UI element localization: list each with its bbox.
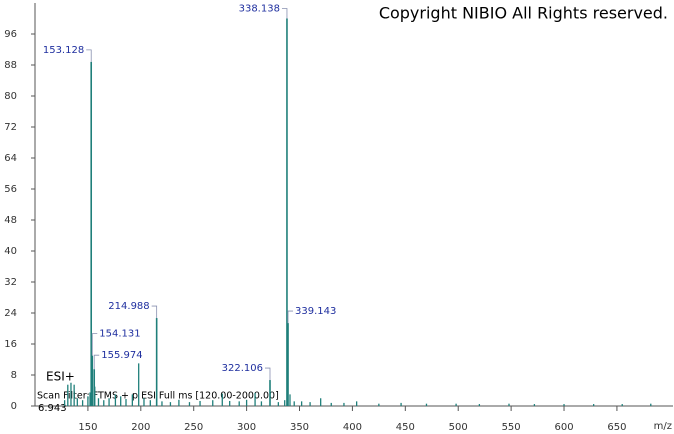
scan-filter: Scan Filter: FTMS + p ESI Full ms [120.0…: [37, 391, 279, 402]
y-tick-label: 8: [11, 370, 17, 381]
y-tick-label: 80: [4, 91, 17, 102]
x-tick-label: 350: [290, 422, 309, 433]
x-tick-label: 550: [502, 422, 521, 433]
x-tick-label: 600: [554, 422, 573, 433]
x-tick-label: 400: [343, 422, 362, 433]
label-leader: [264, 367, 271, 381]
x-tick-label: 300: [237, 422, 256, 433]
x-tick-label: 200: [131, 422, 150, 433]
x-tick-label: 250: [184, 422, 203, 433]
x-axis-label: m/z: [654, 421, 672, 432]
label-leader: [151, 305, 158, 319]
y-tick-label: 72: [4, 122, 17, 133]
x-tick-label: 150: [78, 422, 97, 433]
ion-mode: ESI+: [46, 370, 75, 384]
y-tick-label: 64: [4, 153, 17, 164]
y-tick-label: 32: [4, 277, 17, 288]
y-tick-label: 0: [11, 401, 17, 412]
y-tick-label: 48: [4, 215, 17, 226]
y-tick-label: 96: [4, 29, 17, 40]
peak-label: 214.988: [108, 301, 149, 312]
label-leader: [93, 354, 100, 370]
peak-label: 322.106: [222, 363, 263, 374]
peak-label: 154.131: [99, 329, 140, 340]
peak-label: 155.974: [101, 350, 142, 361]
label-leader: [91, 333, 98, 356]
x-tick-label: 450: [396, 422, 415, 433]
y-tick-label: 16: [4, 339, 17, 350]
label-leader: [281, 8, 288, 19]
x-tick-label: 500: [449, 422, 468, 433]
y-tick-label: 88: [4, 60, 17, 71]
retention-time: 6.943: [38, 403, 67, 414]
peak-label: 153.128: [43, 45, 84, 56]
peak-label: 338.138: [239, 4, 280, 15]
y-tick-label: 24: [4, 308, 17, 319]
copyright: Copyright NIBIO All Rights reserved.: [379, 4, 668, 23]
y-tick-label: 40: [4, 246, 17, 257]
x-tick-label: 650: [607, 422, 626, 433]
peak-label: 339.143: [295, 306, 336, 317]
y-tick-label: 56: [4, 184, 17, 195]
label-leader: [86, 49, 92, 62]
label-leader: [287, 310, 294, 324]
